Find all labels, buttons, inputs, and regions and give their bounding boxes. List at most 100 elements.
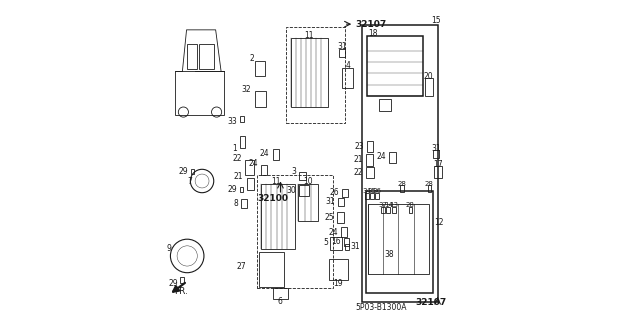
- Bar: [366, 191, 433, 293]
- Bar: [435, 167, 442, 178]
- Text: 14: 14: [384, 202, 393, 208]
- Bar: [367, 35, 423, 96]
- Bar: [259, 252, 284, 286]
- Bar: [239, 137, 244, 148]
- Bar: [344, 238, 349, 246]
- Text: 28: 28: [406, 202, 415, 208]
- Bar: [273, 149, 279, 160]
- Bar: [199, 43, 214, 69]
- Text: 17: 17: [433, 160, 442, 169]
- Text: 5: 5: [323, 238, 328, 247]
- Text: 29: 29: [228, 185, 237, 194]
- Text: 21: 21: [234, 172, 243, 182]
- Text: 5P03-B1300A: 5P03-B1300A: [355, 303, 406, 312]
- Bar: [389, 152, 396, 163]
- Text: 12: 12: [434, 218, 444, 227]
- Bar: [408, 207, 412, 213]
- Bar: [255, 91, 266, 107]
- Bar: [240, 187, 243, 192]
- Bar: [345, 244, 349, 250]
- Text: 18: 18: [368, 29, 378, 39]
- Text: 10: 10: [303, 176, 313, 186]
- Text: 9: 9: [167, 243, 172, 253]
- Text: 28: 28: [398, 181, 406, 187]
- Text: 32107: 32107: [355, 20, 387, 29]
- Text: 22: 22: [353, 168, 363, 177]
- Bar: [191, 169, 195, 174]
- Bar: [300, 185, 309, 196]
- Bar: [367, 141, 374, 152]
- Text: 8: 8: [233, 199, 238, 208]
- Text: 21: 21: [353, 155, 363, 164]
- Bar: [339, 198, 344, 206]
- Bar: [370, 193, 374, 199]
- Text: 32100: 32100: [257, 194, 288, 203]
- Text: 31: 31: [350, 242, 360, 251]
- Text: 25: 25: [324, 212, 334, 222]
- Bar: [299, 172, 306, 180]
- Text: 6: 6: [278, 297, 283, 306]
- Bar: [298, 184, 319, 221]
- Bar: [180, 277, 184, 283]
- Bar: [286, 27, 345, 123]
- Text: 38: 38: [385, 250, 394, 259]
- Text: 15: 15: [431, 16, 440, 25]
- Text: 3: 3: [292, 167, 296, 176]
- Bar: [245, 160, 253, 175]
- Bar: [337, 212, 344, 223]
- Bar: [186, 43, 196, 69]
- Text: 24: 24: [248, 159, 258, 168]
- Text: 31: 31: [431, 144, 441, 153]
- Bar: [255, 61, 265, 76]
- Text: 31: 31: [338, 42, 348, 51]
- Bar: [392, 207, 396, 213]
- Bar: [260, 184, 294, 249]
- Bar: [425, 78, 433, 96]
- Text: 37: 37: [378, 202, 387, 208]
- Text: 28: 28: [425, 181, 434, 187]
- Bar: [339, 48, 345, 57]
- Text: 35: 35: [367, 188, 376, 194]
- Text: 19: 19: [333, 279, 343, 288]
- Text: 11: 11: [271, 176, 281, 186]
- Bar: [401, 185, 404, 192]
- Bar: [240, 116, 244, 122]
- Text: 24: 24: [377, 152, 387, 161]
- Text: 32: 32: [242, 85, 252, 94]
- Bar: [365, 193, 369, 199]
- Bar: [365, 167, 374, 178]
- Text: 26: 26: [330, 188, 340, 197]
- Bar: [291, 38, 328, 107]
- Text: 22: 22: [232, 154, 242, 163]
- Text: 20: 20: [424, 71, 433, 80]
- Text: 34: 34: [362, 188, 371, 194]
- Bar: [368, 204, 429, 274]
- Bar: [241, 199, 247, 208]
- Bar: [433, 150, 438, 158]
- Bar: [375, 193, 379, 199]
- Text: 7: 7: [188, 177, 192, 186]
- Bar: [257, 175, 333, 287]
- Text: 30: 30: [287, 186, 296, 195]
- Bar: [342, 68, 353, 88]
- Text: 23: 23: [355, 142, 364, 151]
- Text: 31: 31: [326, 197, 335, 206]
- Bar: [428, 185, 431, 192]
- Bar: [330, 237, 342, 250]
- Bar: [260, 165, 267, 175]
- Bar: [340, 227, 347, 237]
- Bar: [247, 178, 254, 190]
- Text: 1: 1: [232, 144, 237, 153]
- Text: 29: 29: [179, 167, 188, 176]
- Bar: [365, 154, 373, 166]
- Bar: [273, 288, 288, 299]
- Text: 29: 29: [168, 279, 178, 288]
- Bar: [175, 71, 223, 115]
- Bar: [330, 259, 348, 280]
- Text: 13: 13: [390, 202, 399, 208]
- Text: 2: 2: [250, 54, 255, 63]
- Text: 16: 16: [332, 237, 341, 246]
- Text: 27: 27: [236, 262, 246, 271]
- Bar: [381, 207, 385, 213]
- Text: 4: 4: [346, 61, 351, 70]
